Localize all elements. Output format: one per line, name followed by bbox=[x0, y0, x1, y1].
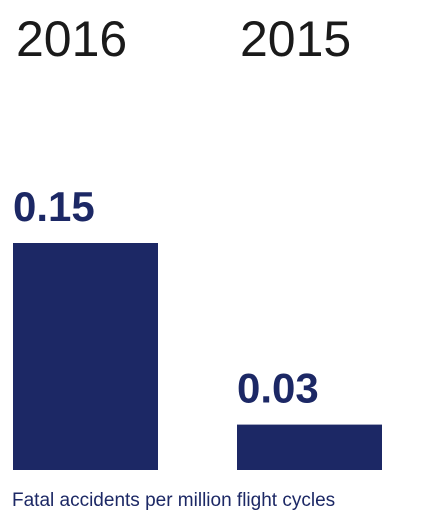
bar bbox=[13, 243, 158, 470]
caption: Fatal accidents per million flight cycle… bbox=[12, 490, 335, 511]
category-label: 2015 bbox=[240, 11, 351, 67]
value-label: 0.03 bbox=[237, 365, 319, 412]
bar bbox=[237, 424, 382, 470]
category-label: 2016 bbox=[16, 11, 127, 67]
value-label: 0.15 bbox=[13, 183, 95, 230]
